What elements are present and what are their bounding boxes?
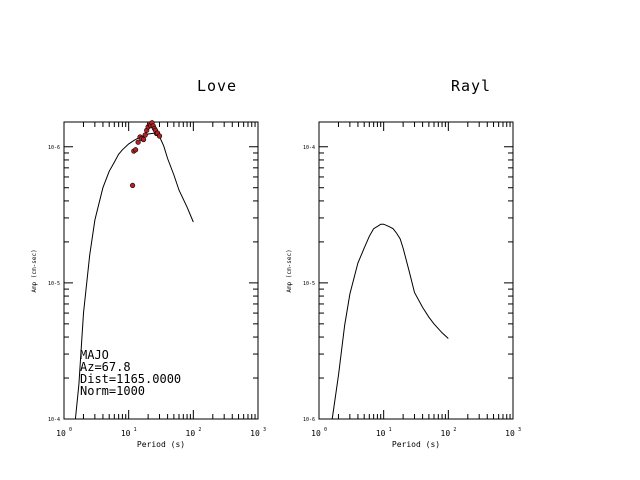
norm-annotation: Norm=1000 (80, 384, 145, 398)
rayl-title: Rayl (451, 77, 491, 95)
love-x-tick-labels: 10 0 10 1 10 2 10 3 (56, 427, 266, 438)
station-annotation: MAJO (80, 348, 109, 362)
love-curve-line (74, 132, 194, 420)
rayl-x-tick-label: 10 (376, 429, 386, 438)
rayl-y-tick-labels: 10-4 10-5 10-6 (303, 145, 315, 423)
rayl-x-tick-label: 10 (505, 429, 515, 438)
love-x-tick-label: 10 (56, 429, 66, 438)
love-data-point (135, 139, 141, 145)
love-annotation-block: MAJO Az=67.8 Dist=1165.0000 Norm=1000 (80, 348, 181, 398)
love-data-point (132, 147, 139, 153)
rayl-x-tick-label: 10 (441, 429, 451, 438)
love-data-point (129, 182, 136, 189)
rayl-ticks (318, 122, 514, 420)
rayl-y-tick-label: 10-5 (303, 281, 315, 287)
distance-annotation: Dist=1165.0000 (80, 372, 181, 386)
rayl-x-tick-label: 10 (311, 429, 321, 438)
rayl-x-axis-label: Period (s) (392, 440, 440, 449)
love-y-tick-label: 10-4 (48, 417, 60, 423)
love-y-tick-label: 10-6 (48, 145, 60, 151)
love-plot-frame (63, 121, 259, 420)
love-x-tick-label: 10 (250, 429, 260, 438)
rayl-y-tick-label: 10-6 (303, 417, 315, 423)
rayl-x-tick-exponent: 0 (324, 427, 327, 433)
rayl-x-tick-labels: 10 0 10 1 10 2 10 3 (311, 427, 521, 438)
love-data-point (156, 133, 163, 139)
love-x-tick-exponent: 0 (69, 427, 72, 433)
love-panel: Love 10 0 10 1 10 2 10 3 10-610-510-4 Period (s… (31, 77, 266, 449)
rayl-panel: Rayl 10 0 10 1 10 2 10 3 10-410-510-6 Period (s… (286, 77, 521, 449)
love-x-tick-exponent: 2 (198, 427, 201, 433)
love-x-tick-exponent: 3 (263, 427, 266, 433)
rayl-curve-line (331, 223, 449, 420)
love-x-tick-exponent: 1 (134, 427, 137, 433)
love-y-axis-label: Amp (cm-sec) (31, 249, 38, 292)
love-data-point (142, 132, 148, 138)
rayl-y-axis-label: Amp (cm-sec) (286, 249, 293, 292)
rayl-y-tick-label: 10-4 (303, 145, 315, 151)
love-marks (74, 120, 194, 420)
rayl-x-tick-exponent: 2 (453, 427, 456, 433)
love-y-tick-label: 10-5 (48, 281, 60, 287)
love-x-tick-label: 10 (186, 429, 196, 438)
rayl-x-tick-exponent: 3 (518, 427, 521, 433)
love-y-tick-labels: 10-6 10-5 10-4 (48, 145, 60, 423)
love-data-point (140, 136, 147, 143)
azimuth-annotation: Az=67.8 (80, 360, 131, 374)
rayl-x-tick-exponent: 1 (389, 427, 392, 433)
love-title: Love (197, 77, 237, 95)
rayl-marks (331, 223, 449, 420)
love-x-tick-label: 10 (121, 429, 131, 438)
love-x-axis-label: Period (s) (137, 440, 185, 449)
rayl-plot-frame (318, 121, 514, 420)
